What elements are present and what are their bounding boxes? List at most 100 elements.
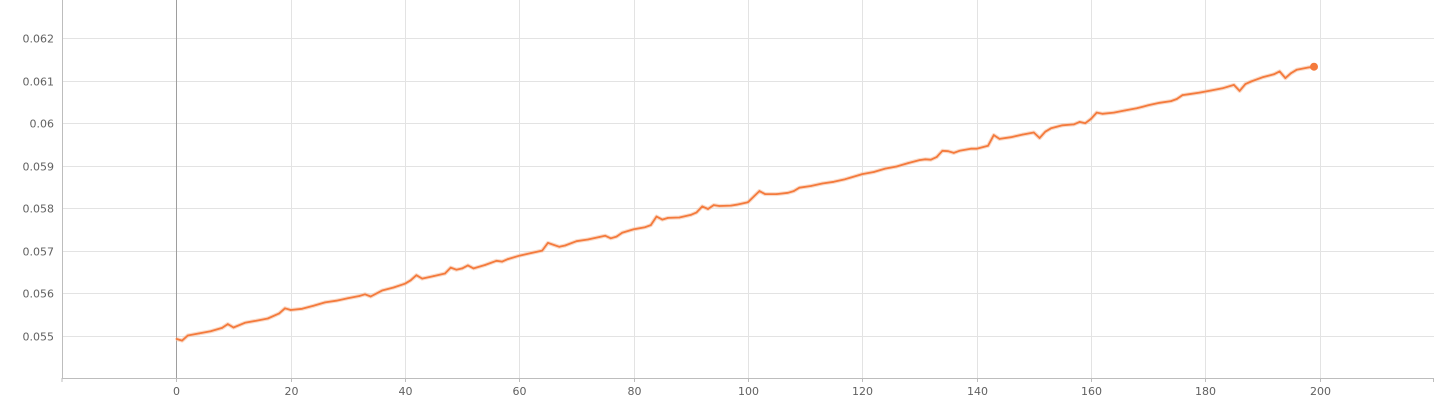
data-point: [850, 176, 852, 179]
data-point: [1078, 121, 1081, 123]
data-point: [221, 327, 223, 329]
data-point: [198, 332, 200, 335]
data-point: [1061, 124, 1064, 127]
y-tick-label: 0.058: [23, 203, 55, 216]
data-point: [267, 317, 269, 320]
data-point: [1233, 84, 1235, 86]
data-point: [661, 218, 664, 221]
data-point: [610, 237, 612, 240]
data-point: [752, 195, 755, 198]
data-point: [604, 234, 606, 237]
data-point: [650, 224, 652, 226]
data-point: [449, 266, 452, 269]
data-point: [364, 293, 366, 296]
x-tick-label: 100: [738, 385, 759, 398]
x-tick-label: 180: [1195, 385, 1216, 398]
data-point: [255, 319, 258, 322]
data-point: [918, 159, 921, 161]
data-point: [941, 150, 944, 152]
data-point: [467, 264, 469, 267]
data-point: [718, 205, 721, 207]
data-point: [1050, 127, 1052, 130]
data-point: [1284, 77, 1287, 79]
data-point: [564, 244, 566, 247]
data-point: [324, 301, 326, 304]
data-point: [792, 190, 795, 192]
tick-labels: 0.055 0.056 0.057 0.058 0.059 0.06 0.061 0.062 0…: [23, 33, 1332, 399]
data-point: [432, 275, 435, 277]
data-point: [935, 156, 938, 158]
data-point: [461, 267, 464, 270]
data-point: [209, 330, 212, 333]
data-point: [455, 268, 458, 271]
data-point: [1101, 113, 1104, 115]
data-point: [415, 274, 418, 277]
x-tick-label: 0: [173, 385, 180, 398]
data-point: [541, 249, 543, 252]
data-point: [227, 323, 229, 325]
data-point: [873, 171, 875, 173]
data-point: [947, 150, 949, 152]
data-point: [1290, 72, 1292, 74]
data-point: [678, 216, 681, 219]
data-point: [289, 309, 292, 311]
data-point: [495, 260, 498, 262]
data-point: [775, 193, 778, 195]
data-point: [833, 181, 835, 183]
data-point: [187, 334, 189, 337]
data-point: [993, 134, 995, 136]
data-point: [301, 308, 303, 310]
data-point: [587, 238, 589, 241]
data-point: [244, 322, 246, 324]
data-point: [1181, 94, 1184, 96]
data-point: [347, 297, 349, 300]
y-tick-label: 0.059: [23, 161, 55, 174]
data-point: [598, 236, 601, 238]
data-point: [1210, 89, 1212, 92]
data-point: [392, 286, 395, 289]
data-point: [1170, 100, 1172, 102]
data-point: [987, 144, 989, 147]
data-point: [1147, 104, 1149, 107]
x-tick-label: 40: [399, 385, 413, 398]
y-tick-label: 0.061: [23, 76, 55, 89]
x-tick-label: 20: [285, 385, 299, 398]
data-point: [798, 186, 801, 189]
data-point: [615, 235, 618, 238]
data-point: [884, 167, 886, 170]
data-point: [930, 158, 932, 161]
data-point: [547, 242, 549, 244]
data-point: [1198, 91, 1201, 94]
data-point: [530, 252, 532, 254]
data-point: [1095, 111, 1098, 114]
data-point: [907, 162, 909, 164]
data-point: [369, 295, 372, 298]
data-point: [621, 231, 623, 234]
data-point: [575, 240, 578, 242]
last-point-marker[interactable]: [1310, 62, 1318, 71]
data-point: [1187, 93, 1189, 96]
x-tick-label: 160: [1081, 385, 1102, 398]
data-point: [409, 279, 412, 282]
data-point: [821, 182, 824, 185]
data-point: [1273, 73, 1275, 76]
data-point: [1238, 90, 1241, 92]
x-tick-label: 60: [513, 385, 527, 398]
data-point: [1044, 130, 1047, 133]
data-point: [181, 339, 183, 342]
data-point: [953, 152, 955, 154]
data-point: [701, 205, 704, 208]
data-point: [810, 185, 812, 187]
x-tick-label: 140: [967, 385, 988, 398]
data-point: [1084, 122, 1087, 124]
data-point: [358, 295, 361, 297]
y-tick-label: 0.062: [23, 33, 55, 46]
x-tick-label: 200: [1310, 385, 1331, 398]
data-point: [998, 138, 1001, 140]
data-point: [695, 211, 698, 214]
data-point: [895, 165, 898, 168]
data-point: [1307, 66, 1309, 69]
data-point: [232, 326, 235, 329]
data-point: [644, 226, 646, 228]
